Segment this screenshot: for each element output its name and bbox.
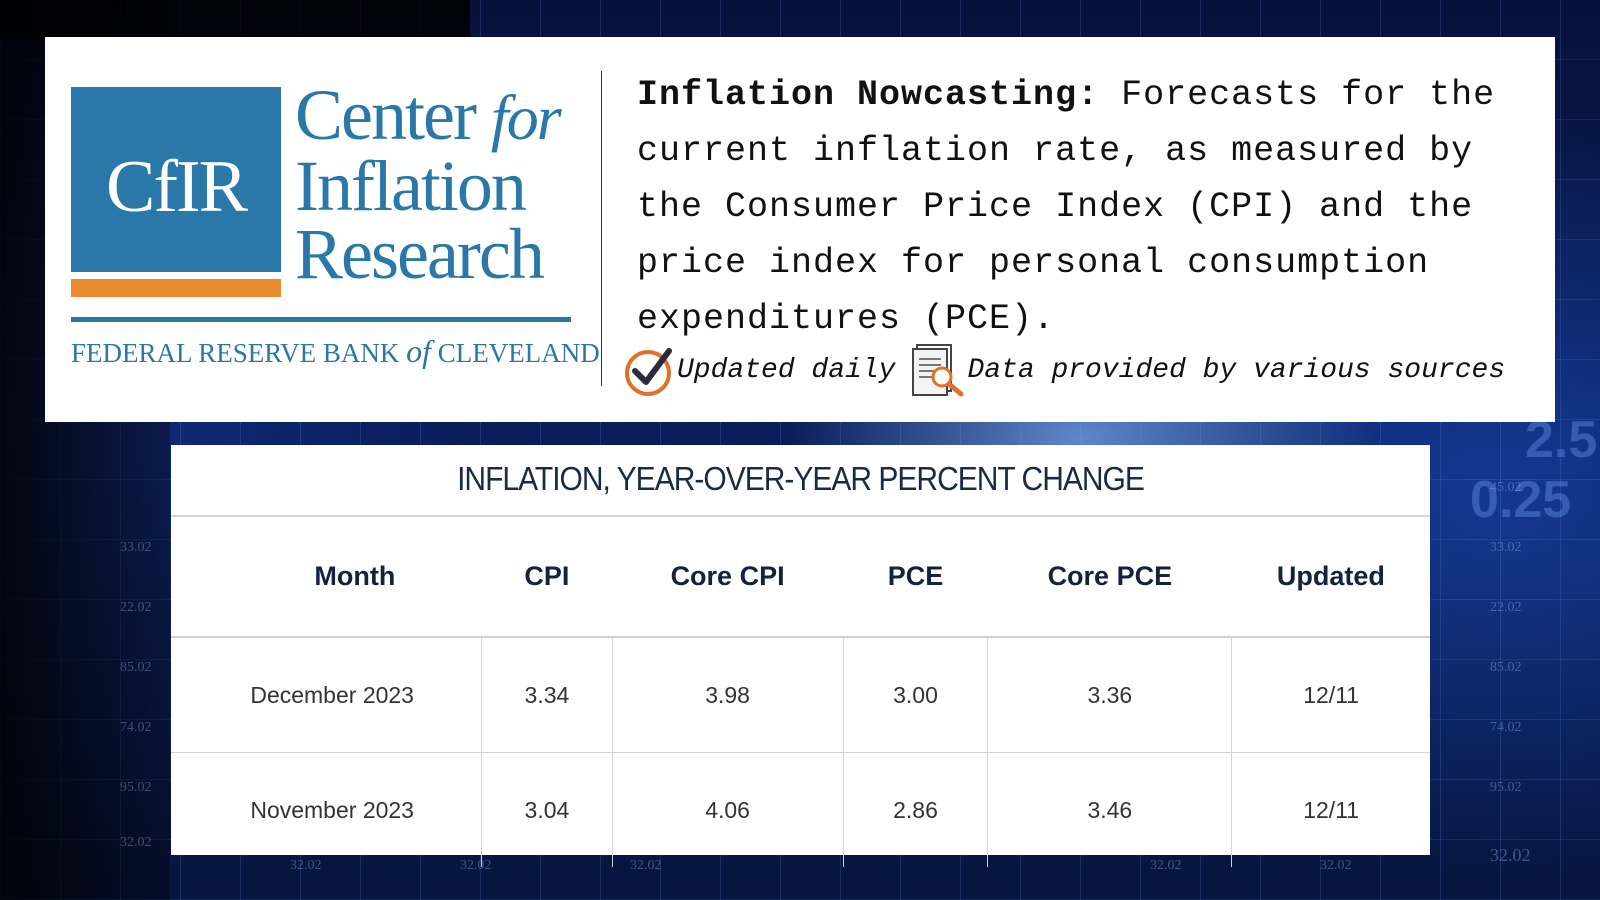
background-number: 32.02 xyxy=(120,835,152,850)
cell-pce: 2.86 xyxy=(843,752,989,867)
data-source-text: Data provided by various sources xyxy=(967,354,1506,386)
logo-line-1-text: Center xyxy=(295,75,477,155)
cell-pce: 3.00 xyxy=(843,637,989,753)
background-number: 85.02 xyxy=(120,660,152,675)
column-header-month: Month xyxy=(171,517,482,638)
background-number: 95.02 xyxy=(120,780,152,795)
logo-bank-name: FEDERAL RESERVE BANK of CLEVELAND xyxy=(71,333,600,370)
header-card: CfIR Center for Inflation Research FEDER… xyxy=(45,37,1555,422)
background-number: 85.02 xyxy=(1490,660,1522,675)
background-number: 45.02 xyxy=(1490,480,1522,495)
cell-core-cpi: 4.06 xyxy=(612,752,844,867)
table-header-row: Month CPI Core CPI PCE Core PCE Updated xyxy=(171,517,1430,638)
logo-rule xyxy=(71,317,571,322)
background-number: 32.02 xyxy=(1320,858,1352,873)
background-number: 74.02 xyxy=(120,720,152,735)
logo-line-2: Inflation xyxy=(295,146,527,226)
logo-bank-italic: of xyxy=(406,333,431,369)
logo-monogram: CfIR xyxy=(106,146,248,228)
cell-cpi: 3.34 xyxy=(481,637,613,753)
background-number: 32.02 xyxy=(1490,845,1531,865)
logo-bank-prefix: FEDERAL RESERVE BANK xyxy=(71,338,400,368)
nowcasting-description: Inflation Nowcasting: Forecasts for the … xyxy=(637,67,1537,347)
column-header-core-pce: Core PCE xyxy=(987,517,1232,638)
meta-row: Updated daily Data provided by various s… xyxy=(623,340,1543,400)
cell-updated: 12/11 xyxy=(1231,637,1430,753)
logo-bank-suffix: CLEVELAND xyxy=(437,338,600,368)
cell-month: November 2023 xyxy=(171,752,483,867)
description-body: Forecasts for the current inflation rate… xyxy=(637,75,1496,339)
table-row: November 2023 3.04 4.06 2.86 3.46 12/11 xyxy=(171,752,1430,867)
background-shadow-top xyxy=(0,0,470,40)
update-frequency-text: Updated daily xyxy=(677,354,896,386)
background-number: 95.02 xyxy=(1490,780,1522,795)
cell-core-cpi: 3.98 xyxy=(612,637,844,753)
logo-wordmark: Center for Inflation Research xyxy=(295,79,562,294)
background-digits: 0.25 xyxy=(1470,471,1572,529)
column-header-pce: PCE xyxy=(843,517,988,638)
check-circle-icon xyxy=(625,348,672,396)
table-row: December 2023 3.34 3.98 3.00 3.36 12/11 xyxy=(171,637,1430,753)
description-heading: Inflation Nowcasting: xyxy=(637,75,1100,115)
logo-line-1-italic: for xyxy=(490,82,562,153)
table-title-rule xyxy=(171,515,1430,517)
inflation-table: Month CPI Core CPI PCE Core PCE Updated … xyxy=(171,517,1430,867)
cell-core-pce: 3.36 xyxy=(987,637,1233,753)
logo-line-3: Research xyxy=(295,214,545,294)
cell-cpi: 3.04 xyxy=(481,752,613,867)
logo-orange-bar xyxy=(71,279,281,297)
background-number: 33.02 xyxy=(1490,540,1522,555)
cell-core-pce: 3.46 xyxy=(987,752,1233,867)
background-number: 33.02 xyxy=(120,540,152,555)
table-title: INFLATION, YEAR-OVER-YEAR PERCENT CHANGE xyxy=(457,460,1145,498)
logo-monogram-box: CfIR xyxy=(71,87,281,272)
column-header-updated: Updated xyxy=(1231,517,1430,638)
background-number: 22.02 xyxy=(120,600,152,615)
cfir-logo: CfIR Center for Inflation Research FEDER… xyxy=(71,79,600,377)
cell-month: December 2023 xyxy=(171,637,483,753)
cell-updated: 12/11 xyxy=(1303,796,1360,823)
background-number: 22.02 xyxy=(1490,600,1522,615)
header-divider xyxy=(601,71,602,386)
column-header-cpi: CPI xyxy=(481,517,613,638)
document-search-icon xyxy=(912,344,964,397)
column-header-core-cpi: Core CPI xyxy=(612,517,844,638)
logo-line-1: Center for xyxy=(295,79,562,153)
inflation-table-card: INFLATION, YEAR-OVER-YEAR PERCENT CHANGE… xyxy=(171,445,1430,867)
background-number: 74.02 xyxy=(1490,720,1522,735)
